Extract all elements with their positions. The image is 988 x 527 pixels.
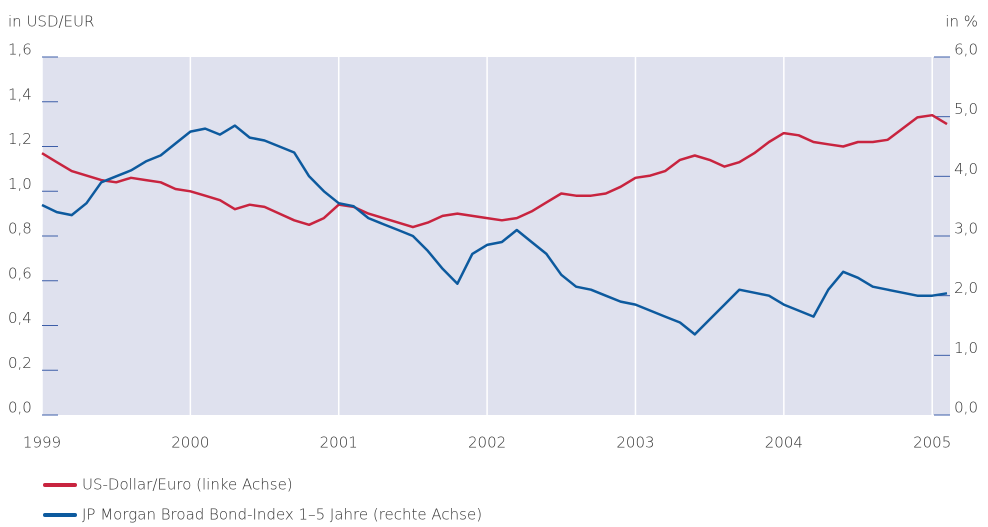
y2-tick-label: 6,0 bbox=[954, 41, 978, 59]
x-tick-label: 2004 bbox=[765, 434, 803, 452]
y-tick-label: 0,4 bbox=[8, 309, 32, 327]
x-tick-label: 2005 bbox=[913, 434, 951, 452]
y2-tick-label: 0,0 bbox=[954, 399, 978, 417]
series-line bbox=[41, 113, 948, 229]
plot-area bbox=[42, 57, 950, 415]
series-line bbox=[41, 124, 948, 336]
x-tick-label: 2000 bbox=[171, 434, 209, 452]
y-tick-label: 1,6 bbox=[8, 41, 32, 59]
x-tick-label: 2001 bbox=[320, 434, 358, 452]
legend-label: JP Morgan Broad Bond-Index 1–5 Jahre (re… bbox=[82, 506, 482, 524]
y-tick-label: 1,4 bbox=[8, 85, 32, 103]
y-axis-label: in USD/EUR bbox=[8, 13, 94, 31]
y-tick-label: 1,2 bbox=[8, 130, 32, 148]
y2-tick-label: 2,0 bbox=[954, 279, 978, 297]
y-tick-label: 0,8 bbox=[8, 220, 32, 238]
y2-tick-label: 1,0 bbox=[954, 339, 978, 357]
y2-tick-label: 5,0 bbox=[954, 100, 978, 118]
y2-axis-label: in % bbox=[945, 13, 978, 31]
y2-tick-label: 4,0 bbox=[954, 160, 978, 178]
legend-label: US-Dollar/Euro (linke Achse) bbox=[82, 476, 293, 494]
x-tick-label: 1999 bbox=[23, 434, 61, 452]
y-tick-label: 1,0 bbox=[8, 175, 32, 193]
x-tick-label: 2002 bbox=[468, 434, 506, 452]
y-tick-label: 0,2 bbox=[8, 354, 32, 372]
x-tick-label: 2003 bbox=[616, 434, 654, 452]
y-tick-label: 0,0 bbox=[8, 399, 32, 417]
y2-tick-label: 3,0 bbox=[954, 220, 978, 238]
y-tick-label: 0,6 bbox=[8, 264, 32, 282]
